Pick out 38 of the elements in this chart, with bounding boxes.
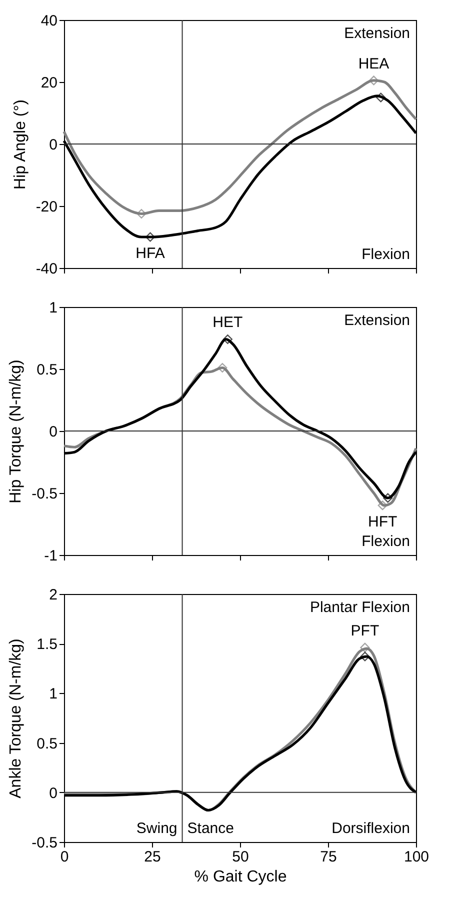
y-tick-label: 2 [49,586,58,604]
y-tick-label: 0.5 [36,735,58,752]
y-axis-title: Hip Torque (N-m/kg) [8,360,25,504]
y-tick-label: 0.5 [36,362,58,378]
y-tick-label: -0.5 [32,486,58,502]
y-tick-label: 0 [49,136,58,154]
annotation: Swing [136,820,178,837]
y-axis-title: Hip Angle (°) [12,100,29,190]
y-tick-label: 1 [49,686,58,703]
y-tick-label: -1 [44,548,58,564]
x-tick-label: 100 [404,848,430,866]
annotation: HEA [358,55,390,72]
annotation: Dorsiflexion [332,820,410,837]
y-tick-label: -40 [36,260,58,278]
y-tick-label: 1.5 [36,636,58,654]
annotation: Flexion [362,533,410,550]
y-tick-label: 1 [49,300,58,316]
annotation: Plantar Flexion [310,599,410,616]
y-tick-label: 40 [40,12,58,30]
annotation: HFT [368,513,398,530]
y-tick-label: 0 [49,424,58,440]
x-tick-label: 75 [320,848,337,866]
y-axis-title: Ankle Torque (N-m/kg) [8,638,25,798]
annotation: HFA [136,245,165,262]
y-tick-label: -0.5 [32,834,58,852]
annotation: Stance [187,820,234,837]
y-tick-label: -20 [36,198,58,216]
x-tick-label: 50 [232,848,249,866]
x-tick-label: 25 [144,848,161,866]
annotation: Extension [344,312,410,329]
y-tick-label: 0 [49,784,58,802]
y-tick-label: 20 [40,74,58,92]
annotation: HET [212,314,243,332]
annotation: Extension [344,25,410,42]
x-tick-label: 0 [60,848,69,866]
x-axis-title: % Gait Cycle [194,868,287,886]
annotation: PFT [350,622,380,640]
annotation: Flexion [362,246,410,263]
